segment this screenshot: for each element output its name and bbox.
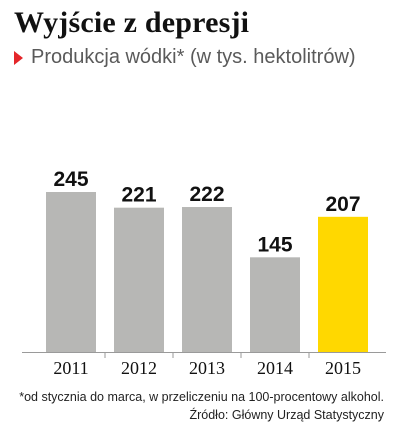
bar-2011 xyxy=(46,192,96,352)
x-tick-label-2013: 2013 xyxy=(189,358,225,378)
bar-2012 xyxy=(114,207,164,352)
x-tick-label-2012: 2012 xyxy=(121,358,157,378)
bar-value-label-2011: 245 xyxy=(53,168,88,191)
bar-value-label-2014: 145 xyxy=(257,233,292,256)
bar-chart: 245 2011 221 2012 222 2013 145 2014 207 2015 xyxy=(22,168,386,378)
x-tick-label-2015: 2015 xyxy=(325,358,361,378)
bar-value-label-2012: 221 xyxy=(121,184,156,207)
triangle-right-icon xyxy=(14,50,23,65)
bar-2014 xyxy=(250,257,300,352)
bar-2013 xyxy=(182,207,232,352)
x-tick-label-2011: 2011 xyxy=(53,358,88,378)
footnote-source: Źródło: Główny Urząd Statystyczny xyxy=(189,408,384,422)
bar-value-label-2015: 207 xyxy=(325,193,360,216)
chart-title: Wyjście z depresji xyxy=(14,6,250,39)
chart-subtitle: Produkcja wódki* (w tys. hektolitrów) xyxy=(31,46,356,68)
footnote: *od stycznia do marca, w przeliczeniu na… xyxy=(19,388,384,424)
bar-2015 xyxy=(318,216,368,352)
subtitle-row: Produkcja wódki* (w tys. hektolitrów) xyxy=(14,46,356,69)
footnote-note: *od stycznia do marca, w przeliczeniu na… xyxy=(19,390,384,404)
bar-value-label-2013: 222 xyxy=(189,183,224,206)
x-tick-label-2014: 2014 xyxy=(257,358,293,378)
